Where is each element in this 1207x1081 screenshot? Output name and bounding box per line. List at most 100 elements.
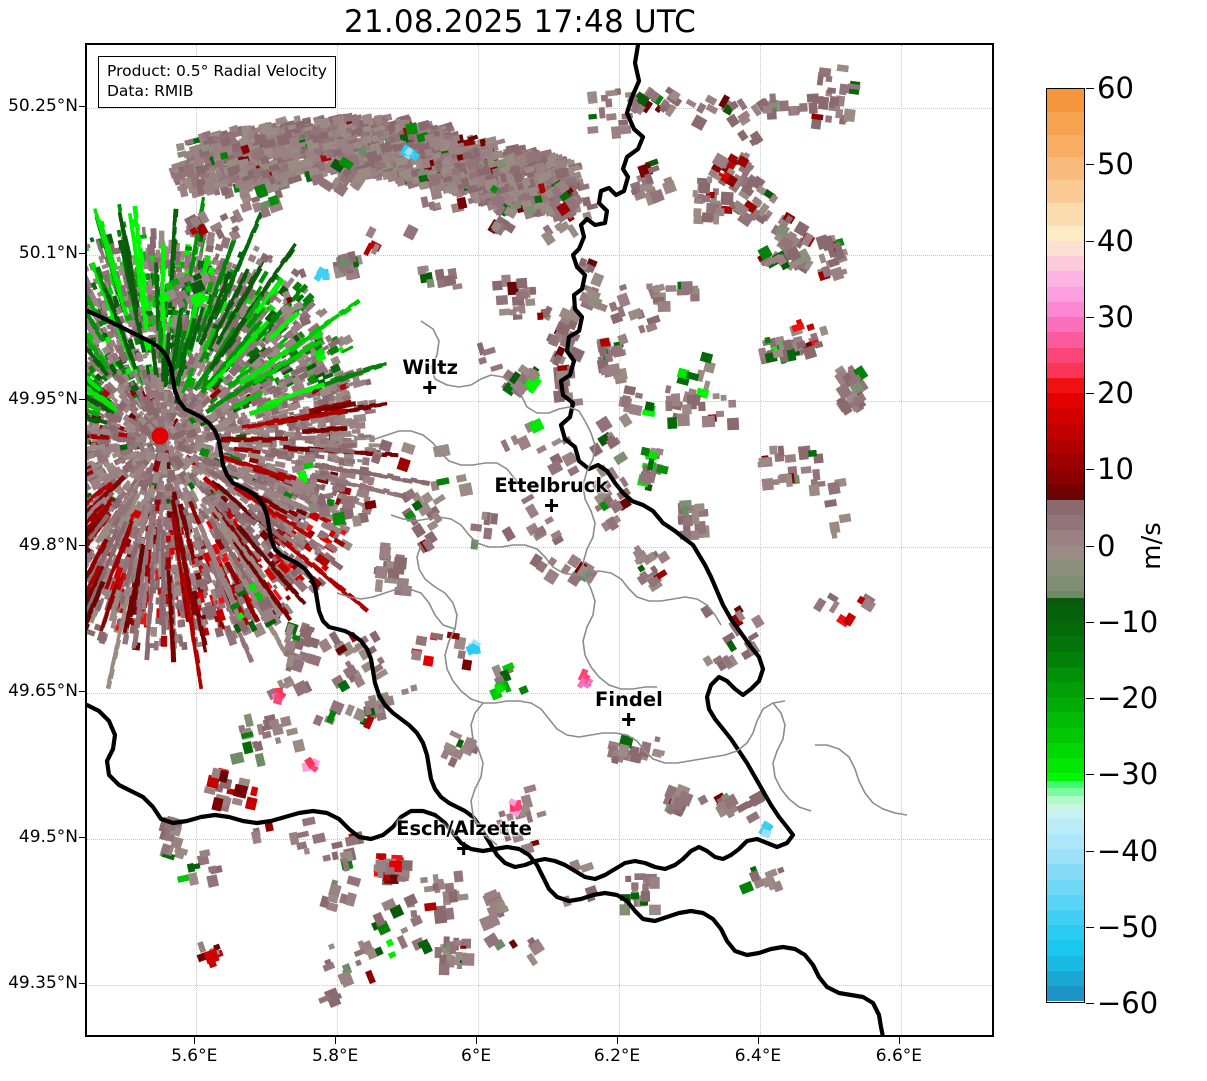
- map-canvas: Wiltz Ettelbruck Findel Esch/Alzette Produc…: [87, 45, 992, 1035]
- city-label-findel: Findel: [595, 688, 663, 727]
- colorbar-tick-label: 60: [1097, 71, 1134, 105]
- info-data-line: Data: RMIB: [107, 82, 194, 101]
- colorbar-segment: [1047, 111, 1084, 135]
- colorbar-segment: [1047, 484, 1084, 492]
- colorbar-segment: [1047, 438, 1084, 454]
- city-name: Esch/Alzette: [396, 817, 532, 841]
- y-axis-tick-label: 50.25°N: [8, 96, 78, 117]
- colorbar-segment: [1047, 301, 1084, 318]
- colorbar-segment: [1047, 469, 1084, 485]
- cross-marker-icon: [622, 713, 636, 727]
- x-axis-tick-label: 6.6°E: [875, 1046, 922, 1066]
- map-plot-area[interactable]: Wiltz Ettelbruck Findel Esch/Alzette Produc…: [85, 43, 994, 1037]
- colorbar-segment: [1047, 89, 1084, 112]
- colorbar-segment: [1047, 925, 1084, 941]
- radar-site-marker[interactable]: [151, 427, 169, 445]
- national-border-luxembourg: [87, 45, 796, 882]
- colorbar-tick-mark: [1086, 545, 1094, 547]
- colorbar-segment: [1047, 203, 1084, 226]
- page-title: 21.08.2025 17:48 UTC: [344, 4, 696, 40]
- colorbar-tick-label: −30: [1097, 757, 1159, 792]
- colorbar-segment: [1047, 818, 1084, 834]
- colorbar-segment: [1047, 864, 1084, 880]
- city-name: Ettelbruck: [494, 474, 609, 498]
- colorbar-tick-mark: [1086, 469, 1094, 471]
- colorbar-segment: [1047, 780, 1084, 789]
- colorbar-segment: [1047, 332, 1084, 348]
- colorbar-segment: [1047, 545, 1084, 561]
- y-axis-tick-label: 49.95°N: [8, 388, 78, 409]
- y-axis-tick-mark: [79, 837, 86, 839]
- colorbar-tick-label: −50: [1097, 909, 1159, 944]
- colorbar-segment: [1047, 157, 1084, 181]
- gridline-horizontal: [87, 985, 992, 987]
- city-label-ettelbruck: Ettelbruck: [494, 474, 609, 513]
- gridline-horizontal: [87, 400, 992, 402]
- colorbar-segment: [1047, 727, 1084, 743]
- colorbar-tick-label: 30: [1097, 299, 1134, 334]
- colorbar-segment: [1047, 423, 1084, 439]
- colorbar-segment: [1047, 347, 1084, 363]
- colorbar-segment: [1047, 795, 1084, 804]
- colorbar-segment: [1047, 811, 1084, 819]
- x-axis-tick-mark: [898, 1037, 900, 1044]
- city-label-wiltz: Wiltz: [402, 356, 458, 395]
- colorbar-tick-mark: [1086, 774, 1094, 776]
- gridline-horizontal: [87, 839, 992, 841]
- y-axis-tick-label: 49.5°N: [18, 827, 78, 848]
- colorbar-tick-label: −40: [1097, 833, 1159, 868]
- gridline-vertical: [900, 45, 902, 1035]
- x-axis-tick-label: 6.4°E: [734, 1046, 782, 1066]
- x-axis-tick-label: 5.8°E: [312, 1046, 359, 1066]
- gridline-horizontal: [87, 546, 992, 548]
- colorbar-segment: [1047, 636, 1084, 652]
- colorbar-tick-mark: [1086, 164, 1094, 166]
- colorbar-segment: [1047, 666, 1084, 682]
- colorbar-tick-mark: [1086, 850, 1094, 852]
- colorbar-tick-label: −60: [1097, 986, 1159, 1020]
- colorbar-unit-label: m/s: [1137, 522, 1167, 570]
- y-axis-tick-mark: [79, 691, 86, 693]
- colorbar-tick-mark: [1086, 240, 1094, 242]
- colorbar-segment: [1047, 377, 1084, 394]
- colorbar-tick-mark: [1086, 316, 1094, 318]
- colorbar-segment: [1047, 970, 1084, 986]
- colorbar-tick-mark: [1086, 926, 1094, 928]
- colorbar-tick-mark: [1086, 393, 1094, 394]
- colorbar: [1046, 88, 1085, 1003]
- colorbar-segment: [1047, 575, 1084, 591]
- colorbar-tick-label: 40: [1097, 223, 1134, 258]
- colorbar-segment: [1047, 773, 1084, 781]
- info-product-line: Product: 0.5° Radial Velocity: [107, 62, 327, 80]
- colorbar-segment: [1047, 909, 1084, 926]
- colorbar-segment: [1047, 833, 1084, 850]
- colorbar-segment: [1047, 598, 1084, 606]
- y-axis-tick-mark: [79, 252, 86, 254]
- colorbar-segment: [1047, 225, 1084, 242]
- colorbar-segment: [1047, 256, 1084, 272]
- colorbar-segment: [1047, 712, 1084, 728]
- radar-echo-layer: [87, 64, 877, 1009]
- info-box: Product: 0.5° Radial Velocity Data: RMIB: [98, 56, 336, 108]
- gridline-vertical: [619, 45, 620, 1035]
- colorbar-segment: [1047, 491, 1084, 500]
- colorbar-tick-mark: [1086, 698, 1094, 699]
- x-axis-tick-mark: [617, 1037, 618, 1044]
- colorbar-segment: [1047, 955, 1084, 971]
- x-axis-tick-mark: [194, 1037, 196, 1044]
- colorbar-tick-label: 10: [1097, 452, 1134, 487]
- colorbar-tick-label: −10: [1097, 604, 1159, 639]
- city-label-esch-alzette: Esch/Alzette: [396, 817, 532, 856]
- colorbar-segment: [1047, 560, 1084, 576]
- x-axis-tick-mark: [335, 1037, 337, 1044]
- x-axis-tick-label: 6°E: [461, 1046, 492, 1066]
- colorbar-segment: [1047, 894, 1084, 910]
- colorbar-segment: [1047, 317, 1084, 333]
- cross-marker-icon: [544, 499, 558, 513]
- colorbar-segment: [1047, 605, 1084, 622]
- colorbar-segment: [1047, 271, 1084, 287]
- border-layer: [87, 45, 908, 1035]
- y-axis-tick-mark: [79, 106, 86, 108]
- x-axis-tick-label: 6.2°E: [593, 1046, 641, 1066]
